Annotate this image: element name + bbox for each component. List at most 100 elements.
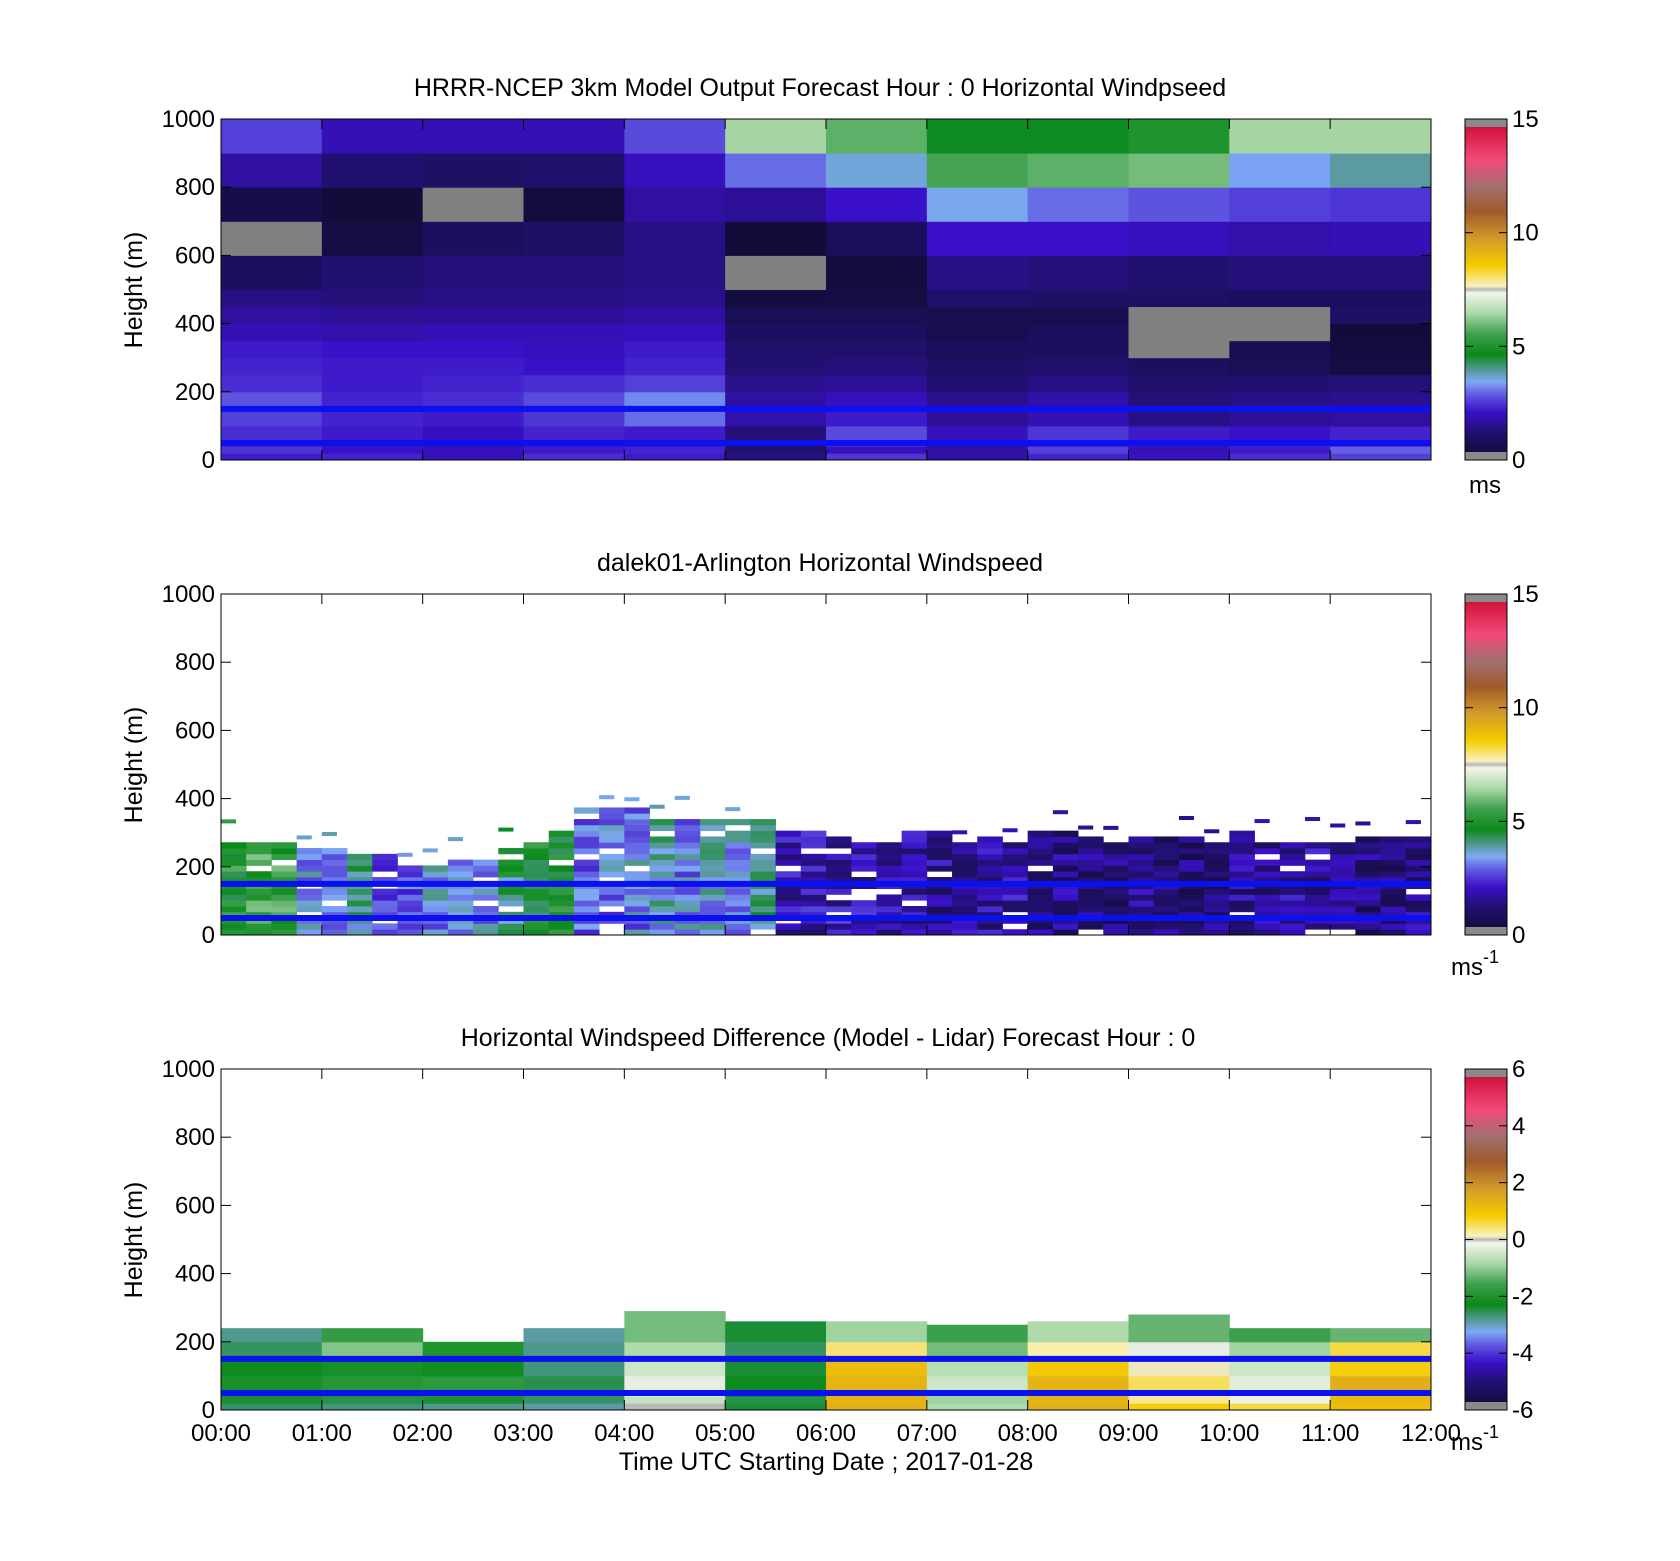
lidar-gate [1178,906,1205,913]
x-tick-label: 10:00 [1199,1420,1259,1447]
lidar-gate [624,888,650,895]
heatmap-cell [523,187,625,222]
lidar-gate [397,888,424,895]
lidar-gate [523,853,550,861]
lidar-gate [1153,836,1180,843]
x-axis-label: Time UTC Starting Date ; 2017-01-28 [619,1448,1034,1476]
lidar-gate [624,848,650,855]
lidar-gate [674,865,701,872]
lidar-gate [649,819,676,826]
lidar-gate [397,900,424,907]
heatmap-cell [624,221,726,256]
lidar-gate [599,911,625,919]
lidar-gate [296,853,323,861]
y-tick-label: 1000 [162,1056,215,1083]
difference-cell [321,1328,424,1343]
lidar-gate [1304,877,1331,884]
colorbar-tick-label: 0 [1512,447,1525,474]
heatmap-cell [725,187,827,222]
lidar-gate [296,888,323,895]
lidar-gate [246,871,272,878]
difference-cell [1128,1403,1230,1411]
lidar-gate [952,859,978,866]
lidar-gate [977,877,1003,884]
heatmap-cell [1027,255,1129,290]
lidar-gate [321,911,348,919]
lidar-gate [901,929,928,936]
lidar-gate [851,923,877,930]
lidar-gate [699,877,726,884]
lidar-gate [952,911,978,919]
heatmap-cell [725,221,827,256]
colorbar-tick-label: 10 [1512,695,1539,722]
lidar-gate [246,900,272,907]
lidar-gate [699,842,726,849]
lidar-gate [699,871,726,878]
lidar-gate [1279,911,1306,919]
lidar-gate [1330,865,1356,872]
lidar-gate [750,865,776,872]
lidar-gate [851,906,877,913]
lidar-gate [1178,815,1195,820]
lidar-gate [1027,906,1054,913]
heatmap-cell [1128,391,1230,410]
difference-cell [1330,1375,1432,1391]
lidar-gate [952,853,978,861]
lidar-gate [725,842,751,849]
panel1-colorbar-unit: ms [1469,472,1501,499]
lidar-gate [296,871,323,878]
lidar-gate [1078,877,1104,884]
lidar-gate [1103,900,1129,907]
lidar-gate [1128,906,1155,913]
lidar-gate [1380,865,1407,872]
lidar-gate [397,865,424,872]
lidar-gate [1128,871,1155,878]
lidar-gate [1128,859,1155,866]
heatmap-cell [422,289,524,308]
lidar-gate [1380,888,1407,895]
panel1-colorbar: 0 5 10 15 [1464,106,1539,474]
lidar-gate [876,877,903,884]
difference-cell [422,1375,524,1391]
lidar-gate [1330,842,1356,849]
lidar-gate [800,900,827,907]
difference-cell [624,1311,726,1343]
heatmap-cell [1027,289,1129,308]
lidar-gate [296,906,323,913]
lidar-gate [1078,825,1094,830]
y-tick-label: 1000 [162,106,215,133]
lidar-gate [221,819,237,824]
heatmap-cell [1330,425,1432,441]
heatmap-cell [422,255,524,290]
lidar-gate [573,906,600,913]
lidar-gate [699,853,726,861]
lidar-gate [1128,894,1155,901]
lidar-gate [473,923,499,930]
heatmap-cell [1128,357,1230,376]
heatmap-cell [826,446,928,454]
difference-cell [221,1328,323,1343]
heatmap-cell [1027,340,1129,359]
lidar-gate [1279,900,1306,907]
lidar-gate [347,894,373,901]
lidar-gate [1254,888,1281,895]
difference-cell [523,1358,625,1377]
lidar-gate [775,842,802,849]
lidar-gate [1355,842,1381,849]
lidar-gate [372,894,398,901]
lidar-gate [1330,900,1356,907]
y-tick-label: 800 [175,649,215,676]
lidar-gate [851,900,877,907]
lidar-gate [296,894,323,901]
lidar-gate [1153,853,1180,861]
lidar-gate [447,906,474,913]
lidar-gate [1027,836,1054,843]
lidar-gate [800,894,827,901]
lidar-gate [750,824,776,832]
heatmap-cell [725,255,827,290]
heatmap-cell [1229,425,1331,441]
lidar-gate [674,923,701,930]
lidar-gate [1304,906,1331,913]
lidar-gate [599,853,625,861]
lidar-gate [699,888,726,895]
